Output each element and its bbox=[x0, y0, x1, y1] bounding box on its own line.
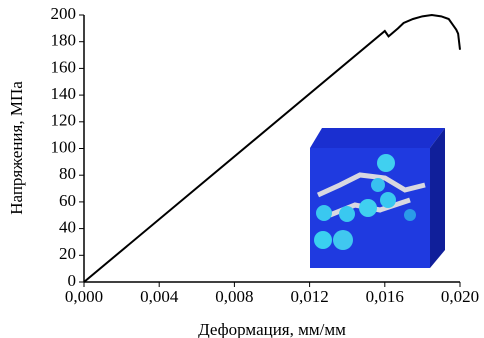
x-tick-label: 0,000 bbox=[65, 287, 103, 306]
y-axis-title: Напряжения, МПа bbox=[7, 81, 26, 215]
particle bbox=[380, 192, 396, 208]
y-tick-label: 180 bbox=[51, 31, 77, 50]
particle bbox=[359, 199, 377, 217]
particle bbox=[371, 178, 385, 192]
particle bbox=[316, 205, 332, 221]
particle bbox=[314, 231, 332, 249]
x-tick-label: 0,012 bbox=[290, 287, 328, 306]
inset-image bbox=[310, 128, 445, 268]
x-tick-label: 0,016 bbox=[366, 287, 404, 306]
y-tick-label: 160 bbox=[51, 57, 77, 76]
y-tick-label: 100 bbox=[51, 137, 77, 156]
x-tick-label: 0,020 bbox=[441, 287, 479, 306]
x-tick-label: 0,004 bbox=[140, 287, 179, 306]
particle bbox=[333, 230, 353, 250]
particle bbox=[377, 154, 395, 172]
chart: Напряжения, МПа Деформация, мм/мм 020406… bbox=[0, 0, 484, 338]
y-tick-label: 120 bbox=[51, 111, 77, 130]
y-tick-label: 140 bbox=[51, 84, 77, 103]
particle bbox=[339, 206, 355, 222]
y-tick-label: 20 bbox=[59, 244, 76, 263]
y-tick-label: 200 bbox=[51, 4, 77, 23]
cube-side bbox=[430, 128, 445, 268]
y-tick-label: 40 bbox=[59, 218, 76, 237]
x-tick-label: 0,008 bbox=[215, 287, 253, 306]
y-tick-label: 80 bbox=[59, 164, 76, 183]
particle bbox=[404, 209, 416, 221]
x-axis-title: Деформация, мм/мм bbox=[198, 320, 346, 338]
y-tick-label: 60 bbox=[59, 191, 76, 210]
cube-top bbox=[310, 128, 445, 148]
